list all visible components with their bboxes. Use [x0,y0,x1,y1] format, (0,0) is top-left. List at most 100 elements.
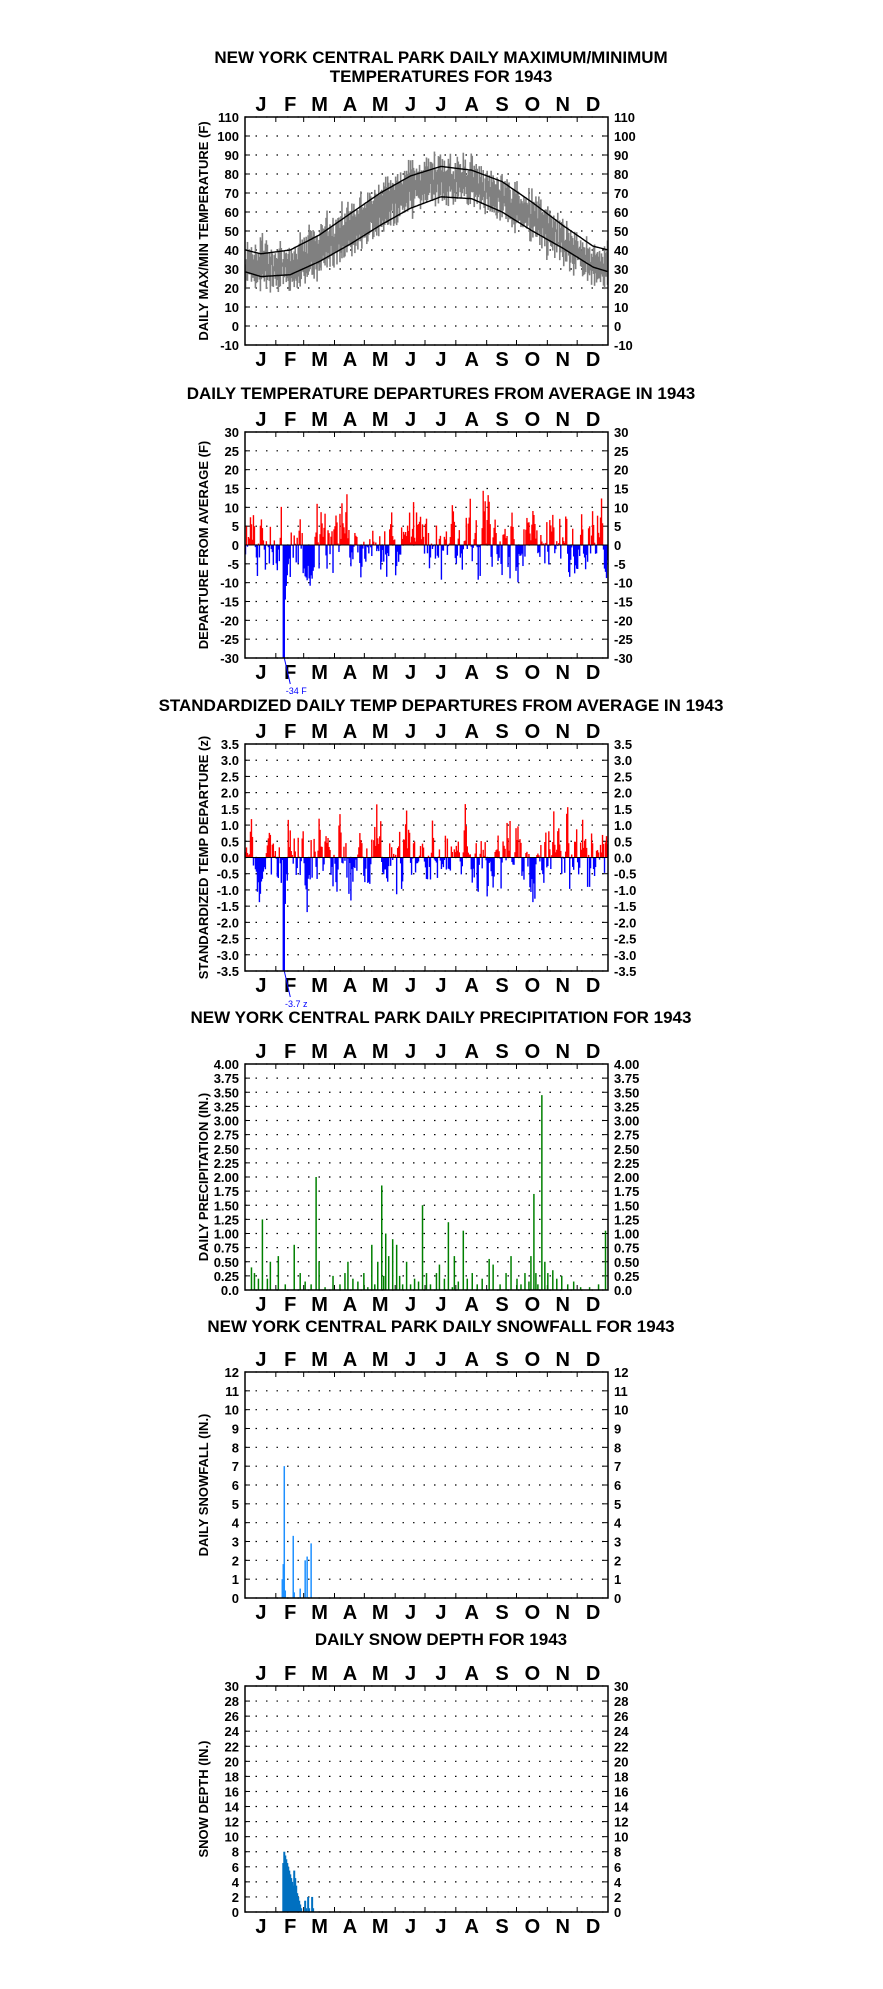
y-tick-label-left: -5 [227,557,239,572]
y-tick-label-left: 5 [232,519,239,534]
month-label-bottom: S [495,662,508,684]
y-tick-label-right: 6 [614,1860,621,1875]
y-tick-label-right: 50 [614,224,628,239]
month-label-top: M [372,1663,389,1685]
y-tick-label-right: 9 [614,1422,621,1437]
y-tick-label-right: 6 [614,1478,621,1493]
month-label-bottom: D [586,349,600,371]
month-label-bottom: J [405,1916,416,1938]
month-label-top: N [556,409,570,431]
y-tick-label-right: 20 [614,1754,628,1769]
y-tick-label-right: 100 [614,129,636,144]
month-label-top: O [525,1663,541,1685]
month-label-top: M [311,1349,328,1371]
y-tick-label-right: 8 [614,1440,621,1455]
y-tick-label-right: 10 [614,500,628,515]
y-tick-label-left: 3.0 [221,753,239,768]
y-tick-label-right: 4.00 [614,1057,639,1072]
y-tick-label-left: 18 [225,1769,239,1784]
y-tick-label-right: 10 [614,1403,628,1418]
y-tick-label-left: 1.5 [221,802,239,817]
month-label-bottom: J [255,1294,266,1316]
y-tick-label-left: -30 [220,651,239,666]
y-tick-label-right: 0 [614,1905,621,1920]
series-departures [244,490,609,658]
y-tick-label-right: 1 [614,1572,621,1587]
y-tick-label-right: 12 [614,1365,628,1380]
y-tick-label-left: 28 [225,1694,239,1709]
y-tick-label-right: 1.0 [614,818,632,833]
month-label-top: J [435,94,446,116]
month-label-bottom: D [586,662,600,684]
y-tick-label-left: 2 [232,1553,239,1568]
y-tick-label-right: -3.0 [614,948,636,963]
month-label-bottom: J [435,1294,446,1316]
y-tick-label-right: 20 [614,463,628,478]
y-tick-label-right: 20 [614,281,628,296]
y-tick-label-right: -3.5 [614,964,636,979]
y-tick-label-left: 3.25 [214,1099,239,1114]
month-label-bottom: D [586,1602,600,1624]
y-tick-label-left: 110 [218,110,239,125]
y-tick-label-left: 9 [232,1422,239,1437]
month-label-bottom: M [311,975,328,997]
y-tick-label-right: 2.5 [614,769,632,784]
chart-temp: NEW YORK CENTRAL PARK DAILY MAXIMUM/MINI… [196,48,668,371]
month-label-bottom: A [465,975,479,997]
y-tick-label-left: -10 [220,576,239,591]
y-tick-label-right: 0.75 [614,1241,639,1256]
y-tick-label-right: 11 [614,1384,628,1399]
y-tick-label-right: 1.5 [614,802,632,817]
y-tick-label-left: -20 [220,613,239,628]
month-label-top: M [311,721,328,743]
y-tick-label-left: 60 [225,205,239,220]
plot-frame [244,431,609,659]
y-tick-label-left: 20 [225,463,239,478]
y-tick-label-left: 0.0 [221,851,239,866]
month-label-top: M [311,94,328,116]
month-label-top: J [255,409,266,431]
month-label-bottom: M [311,349,328,371]
y-tick-label-left: 1.25 [214,1212,239,1227]
y-tick-label-left: 2.0 [221,786,239,801]
y-tick-label-right: -5 [614,557,626,572]
y-tick-label-right: 12 [614,1815,628,1830]
plot-frame [244,1063,609,1291]
month-label-top: O [525,1041,541,1063]
month-label-bottom: M [311,1294,328,1316]
series-snowdepth [282,1851,315,1912]
month-label-top: J [255,721,266,743]
plot-frame [244,1371,609,1599]
y-tick-label-right: 8 [614,1845,621,1860]
chart-title: STANDARDIZED DAILY TEMP DEPARTURES FROM … [159,696,724,715]
month-label-bottom: O [525,349,541,371]
y-tick-label-right: 2.25 [614,1156,639,1171]
month-label-top: D [586,721,600,743]
chart-title: DAILY SNOW DEPTH FOR 1943 [315,1630,567,1649]
y-tick-label-left: 8 [232,1440,239,1455]
month-label-bottom: O [525,1602,541,1624]
y-tick-label-right: 2 [614,1553,621,1568]
month-label-top: J [405,409,416,431]
month-label-bottom: M [372,1294,389,1316]
month-label-bottom: J [255,349,266,371]
y-tick-label-left: 14 [225,1800,240,1815]
y-tick-label-right: 0.0 [614,851,632,866]
y-tick-label-right: 3.25 [614,1099,639,1114]
month-label-bottom: F [284,975,296,997]
y-axis-label: DAILY SNOWFALL (IN.) [196,1414,211,1557]
month-label-top: J [435,409,446,431]
month-label-top: N [556,721,570,743]
y-tick-label-left: 30 [225,425,239,440]
month-label-top: M [311,1663,328,1685]
chart-title: DAILY TEMPERATURE DEPARTURES FROM AVERAG… [187,384,696,403]
chart-depart: DAILY TEMPERATURE DEPARTURES FROM AVERAG… [187,384,696,696]
series-snowfall [281,1466,312,1598]
y-tick-label-left: 1.50 [214,1198,239,1213]
month-label-bottom: N [556,349,570,371]
y-tick-label-left: -10 [220,338,239,353]
month-label-bottom: N [556,1602,570,1624]
y-tick-label-right: 4 [614,1516,622,1531]
chart-snowfall: NEW YORK CENTRAL PARK DAILY SNOWFALL FOR… [196,1317,675,1624]
